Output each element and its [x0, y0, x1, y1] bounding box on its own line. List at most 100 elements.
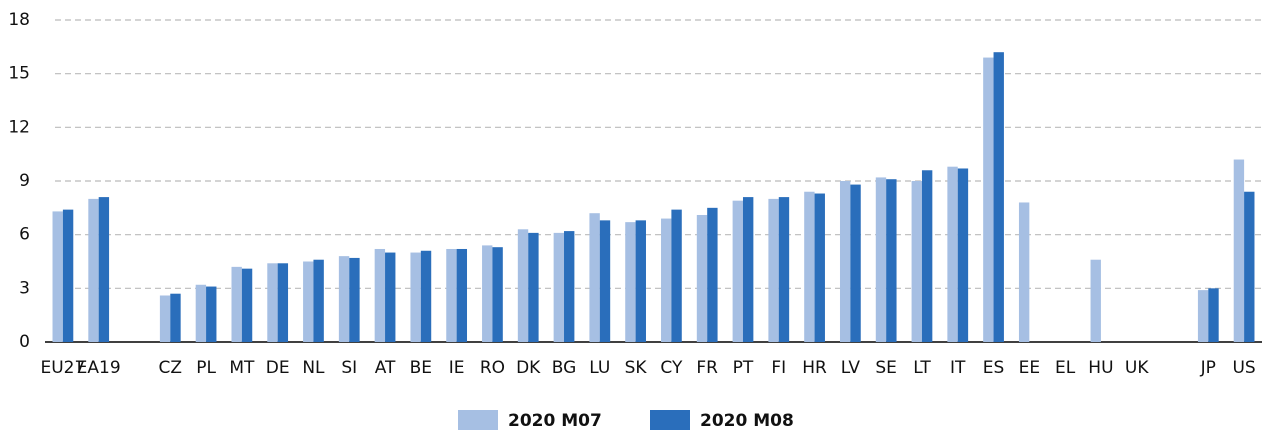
bar	[374, 248, 386, 342]
bar	[1244, 191, 1255, 342]
bar	[492, 247, 503, 342]
bar	[482, 245, 493, 342]
bar	[349, 257, 360, 342]
x-tick-label: CY	[660, 358, 683, 378]
bar	[599, 220, 611, 342]
bar	[277, 263, 289, 342]
bar	[635, 220, 646, 342]
bar	[911, 181, 922, 342]
bar	[1233, 159, 1245, 342]
bar	[267, 263, 278, 342]
bar	[921, 170, 933, 342]
bar	[957, 168, 969, 342]
bar	[589, 213, 600, 342]
y-tick-label: 15	[8, 64, 30, 84]
x-tick-label: SE	[875, 358, 897, 378]
bar	[88, 198, 99, 342]
x-tick-label: BG	[552, 358, 577, 378]
bar	[814, 193, 825, 342]
x-tick-label: MT	[229, 358, 255, 378]
bar	[564, 231, 575, 342]
y-tick-label: 0	[19, 332, 30, 352]
bar	[875, 177, 887, 342]
bar	[1018, 202, 1030, 342]
bar	[52, 211, 63, 342]
bar	[993, 52, 1004, 342]
bar	[170, 293, 181, 342]
x-tick-label: EE	[1019, 358, 1040, 378]
bar	[313, 259, 324, 342]
bar	[850, 184, 861, 342]
bar	[742, 197, 754, 342]
bar	[456, 248, 468, 342]
legend-text: 2020 M07	[508, 411, 602, 431]
x-tick-label: LT	[913, 358, 931, 378]
bar	[159, 295, 171, 342]
x-tick-label: ES	[983, 358, 1005, 378]
bar	[385, 252, 396, 342]
bar	[338, 256, 350, 342]
legend-text: 2020 M08	[700, 411, 794, 431]
y-tick-label: 9	[19, 171, 30, 191]
bar	[1197, 290, 1209, 342]
bar	[886, 179, 897, 342]
x-tick-label: JP	[1200, 358, 1216, 378]
x-tick-label: SI	[341, 358, 357, 378]
x-tick-label: LV	[841, 358, 861, 378]
bar	[707, 207, 718, 342]
bar	[241, 268, 253, 342]
bar	[231, 266, 242, 342]
x-tick-label: LU	[589, 358, 610, 378]
x-tick-label: FI	[771, 358, 786, 378]
bar	[696, 214, 708, 342]
bar	[62, 209, 74, 342]
bar	[661, 218, 672, 342]
bar	[528, 232, 539, 342]
x-tick-label: FR	[696, 358, 718, 378]
x-tick-label: IE	[449, 358, 465, 378]
bar	[206, 286, 217, 342]
legend-swatch	[458, 410, 498, 430]
bar	[420, 250, 432, 342]
bar	[768, 198, 779, 342]
y-tick-label: 3	[19, 278, 30, 298]
x-tick-label: US	[1232, 358, 1255, 378]
legend-swatch	[650, 410, 690, 430]
x-tick-label: DK	[516, 358, 541, 378]
bar	[553, 232, 565, 342]
y-tick-label: 18	[8, 10, 30, 30]
bar	[839, 181, 851, 342]
bar	[303, 261, 314, 342]
y-tick-label: 6	[19, 225, 30, 245]
x-tick-label: AT	[375, 358, 396, 378]
bar	[517, 229, 529, 342]
y-tick-label: 12	[8, 117, 30, 137]
bar	[195, 284, 207, 342]
x-tick-label: RO	[480, 358, 505, 378]
bar	[804, 191, 815, 342]
x-tick-label: PL	[196, 358, 216, 378]
bar	[446, 248, 457, 342]
bar	[625, 222, 636, 342]
x-tick-label: EL	[1055, 358, 1076, 378]
x-tick-label: CZ	[159, 358, 183, 378]
x-tick-label: DE	[266, 358, 290, 378]
x-tick-label: HU	[1088, 358, 1113, 378]
x-tick-label: BE	[410, 358, 432, 378]
x-tick-label: SK	[625, 358, 648, 378]
bar	[671, 209, 682, 342]
bar	[947, 166, 958, 342]
bar	[778, 197, 790, 342]
bar	[98, 197, 110, 342]
bar	[983, 57, 994, 343]
x-tick-label: UK	[1125, 358, 1149, 378]
x-tick-label: IT	[950, 358, 966, 378]
x-tick-label: NL	[302, 358, 325, 378]
bar	[410, 252, 421, 342]
x-tick-label: EA19	[77, 358, 121, 378]
x-tick-label: EU27	[40, 358, 85, 378]
x-tick-label: PT	[733, 358, 754, 378]
bar	[1090, 259, 1101, 342]
